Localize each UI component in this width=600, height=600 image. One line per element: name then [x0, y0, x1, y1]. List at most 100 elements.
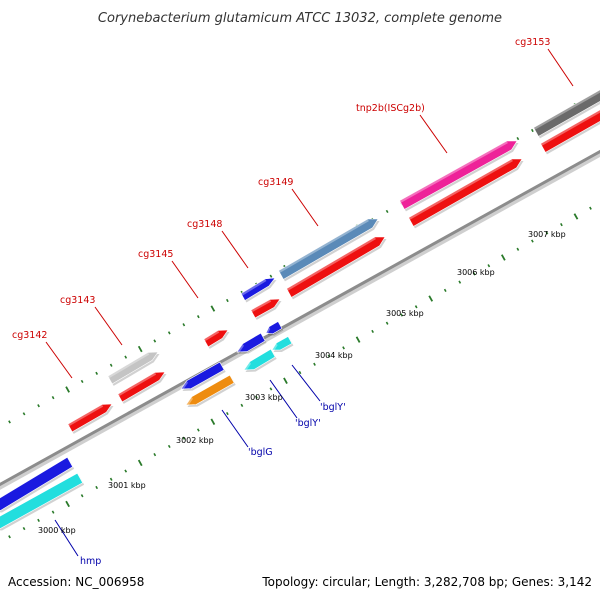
gene-darkgray-3153[interactable]	[533, 89, 600, 139]
gene-magenta-tnp2b[interactable]	[399, 140, 519, 212]
gene-label-gray-3143[interactable]: cg3143	[60, 295, 95, 306]
gene-highlight	[67, 404, 104, 427]
gene-features	[0, 89, 600, 531]
reverse-tick	[8, 535, 11, 539]
reverse-tick	[443, 288, 447, 292]
forward-outer-tick	[95, 371, 99, 375]
reverse-tick	[385, 321, 389, 325]
gene-arrow	[203, 329, 229, 348]
forward-outer-tick	[516, 136, 520, 141]
forward-outer-tick	[109, 363, 113, 367]
reverse-tick	[51, 510, 55, 514]
reverse-tick	[458, 280, 462, 284]
summary-text: Topology: circular; Length: 3,282,708 bp…	[261, 575, 592, 589]
gene-highlight	[181, 380, 188, 392]
reverse-tick	[400, 313, 404, 317]
reverse-tick	[560, 223, 563, 227]
gene-arrow	[0, 472, 84, 529]
gene-cyan-bglY1[interactable]	[243, 348, 277, 373]
gene-label-magenta-tnp2b[interactable]: tnp2b(ISCg2b)	[356, 103, 425, 114]
gene-blue-bglY1[interactable]	[236, 332, 267, 355]
gene-red-3148[interactable]	[250, 298, 282, 320]
forward-outer-tick	[182, 323, 186, 327]
gene-highlight	[399, 140, 508, 203]
gene-orange-bglG[interactable]	[185, 374, 236, 408]
gene-label-cyan-bglY1[interactable]: 'bglY'	[295, 418, 321, 429]
reverse-tick	[22, 526, 26, 531]
gene-red-3142-area[interactable]	[67, 403, 114, 434]
gene-label-darkgray-3153[interactable]: cg3153	[515, 37, 550, 48]
reverse-tick	[153, 453, 157, 457]
label-leader-line	[171, 260, 199, 299]
gene-cyan-bglY2[interactable]	[271, 336, 294, 353]
gene-label-red-3142-area[interactable]: cg3142	[12, 330, 47, 341]
gene-arrow	[243, 348, 276, 371]
reverse-tick	[196, 428, 200, 432]
reverse-tick	[37, 518, 40, 522]
label-leader-line	[291, 188, 319, 227]
gene-arrow	[399, 140, 518, 210]
forward-outer-tick	[65, 386, 70, 393]
gene-arrow	[250, 298, 281, 319]
reverse-tick	[269, 387, 273, 391]
gene-label-cyan-bglY2[interactable]: 'bglY'	[320, 402, 346, 413]
gene-highlight	[278, 218, 369, 273]
gene-arrow	[408, 158, 523, 227]
gene-label-cyan-hmp[interactable]: hmp	[80, 556, 101, 567]
gene-gray-3143[interactable]	[107, 351, 160, 386]
forward-outer-tick	[137, 345, 143, 353]
genome-backbone	[0, 149, 600, 490]
gene-red-tnp2b[interactable]	[408, 158, 524, 229]
gene-labels: cg3142 cg3143 cg3145 cg3148 cg3149 tnp2b(ISCg…	[12, 37, 574, 567]
gene-arrow	[278, 218, 379, 280]
backbone-shadow	[0, 150, 600, 490]
label-leader-line	[221, 409, 249, 448]
gene-red-3145[interactable]	[203, 329, 230, 349]
gene-label-red-3145[interactable]: cg3145	[138, 249, 173, 260]
gene-label-orange-bglG[interactable]: 'bglG	[248, 447, 273, 458]
reverse-tick	[327, 354, 331, 358]
forward-outer-tick	[124, 355, 128, 359]
reverse-tick	[472, 272, 476, 276]
gene-blue-bglY2[interactable]	[265, 321, 284, 336]
reverse-tick	[109, 477, 113, 481]
forward-outer-tick	[167, 331, 171, 335]
gene-label-navy-3148[interactable]: cg3148	[187, 219, 222, 230]
gene-highlight	[272, 343, 278, 353]
gene-highlight	[408, 158, 513, 220]
gene-red-3143[interactable]	[117, 371, 167, 404]
reverse-tick	[124, 469, 128, 473]
reverse-tick	[80, 494, 84, 498]
gene-navy-3148[interactable]	[240, 277, 277, 303]
reverse-tick	[355, 336, 361, 343]
reverse-tick	[298, 370, 302, 375]
reverse-tick	[414, 305, 418, 309]
forward-outer-tick	[210, 305, 216, 312]
gene-red-3149[interactable]	[286, 236, 387, 300]
forward-outer-tick	[196, 315, 200, 319]
reverse-tick	[545, 231, 549, 235]
gene-highlight	[107, 352, 150, 379]
forward-outer-tick	[22, 412, 26, 416]
label-leader-line	[45, 341, 73, 379]
forward-outer-tick	[8, 420, 11, 424]
gene-highlight	[203, 330, 220, 342]
gene-arrow	[271, 336, 293, 351]
gene-steel-3149[interactable]	[278, 218, 380, 282]
reverse-tick	[589, 206, 592, 210]
gene-arrow	[286, 236, 386, 298]
gene-blue-bglG[interactable]	[180, 361, 226, 392]
gene-red-3153[interactable]	[540, 109, 600, 155]
position-label: 3002 kbp	[176, 436, 214, 445]
position-labels: 3000 kbp 3001 kbp 3002 kbp 3003 kbp 3004 kbp…	[38, 230, 566, 535]
label-leader-line	[291, 364, 321, 402]
gene-blue-hmp[interactable]	[0, 456, 75, 513]
gene-cyan-hmp[interactable]	[0, 472, 85, 531]
label-leader-line	[269, 379, 298, 419]
position-label: 3005 kbp	[386, 309, 424, 318]
reverse-tick	[240, 403, 244, 407]
forward-outer-tick	[80, 379, 84, 384]
gene-arrow	[107, 351, 159, 385]
gene-label-steel-3149[interactable]: cg3149	[258, 177, 293, 188]
reverse-tick	[573, 213, 579, 220]
